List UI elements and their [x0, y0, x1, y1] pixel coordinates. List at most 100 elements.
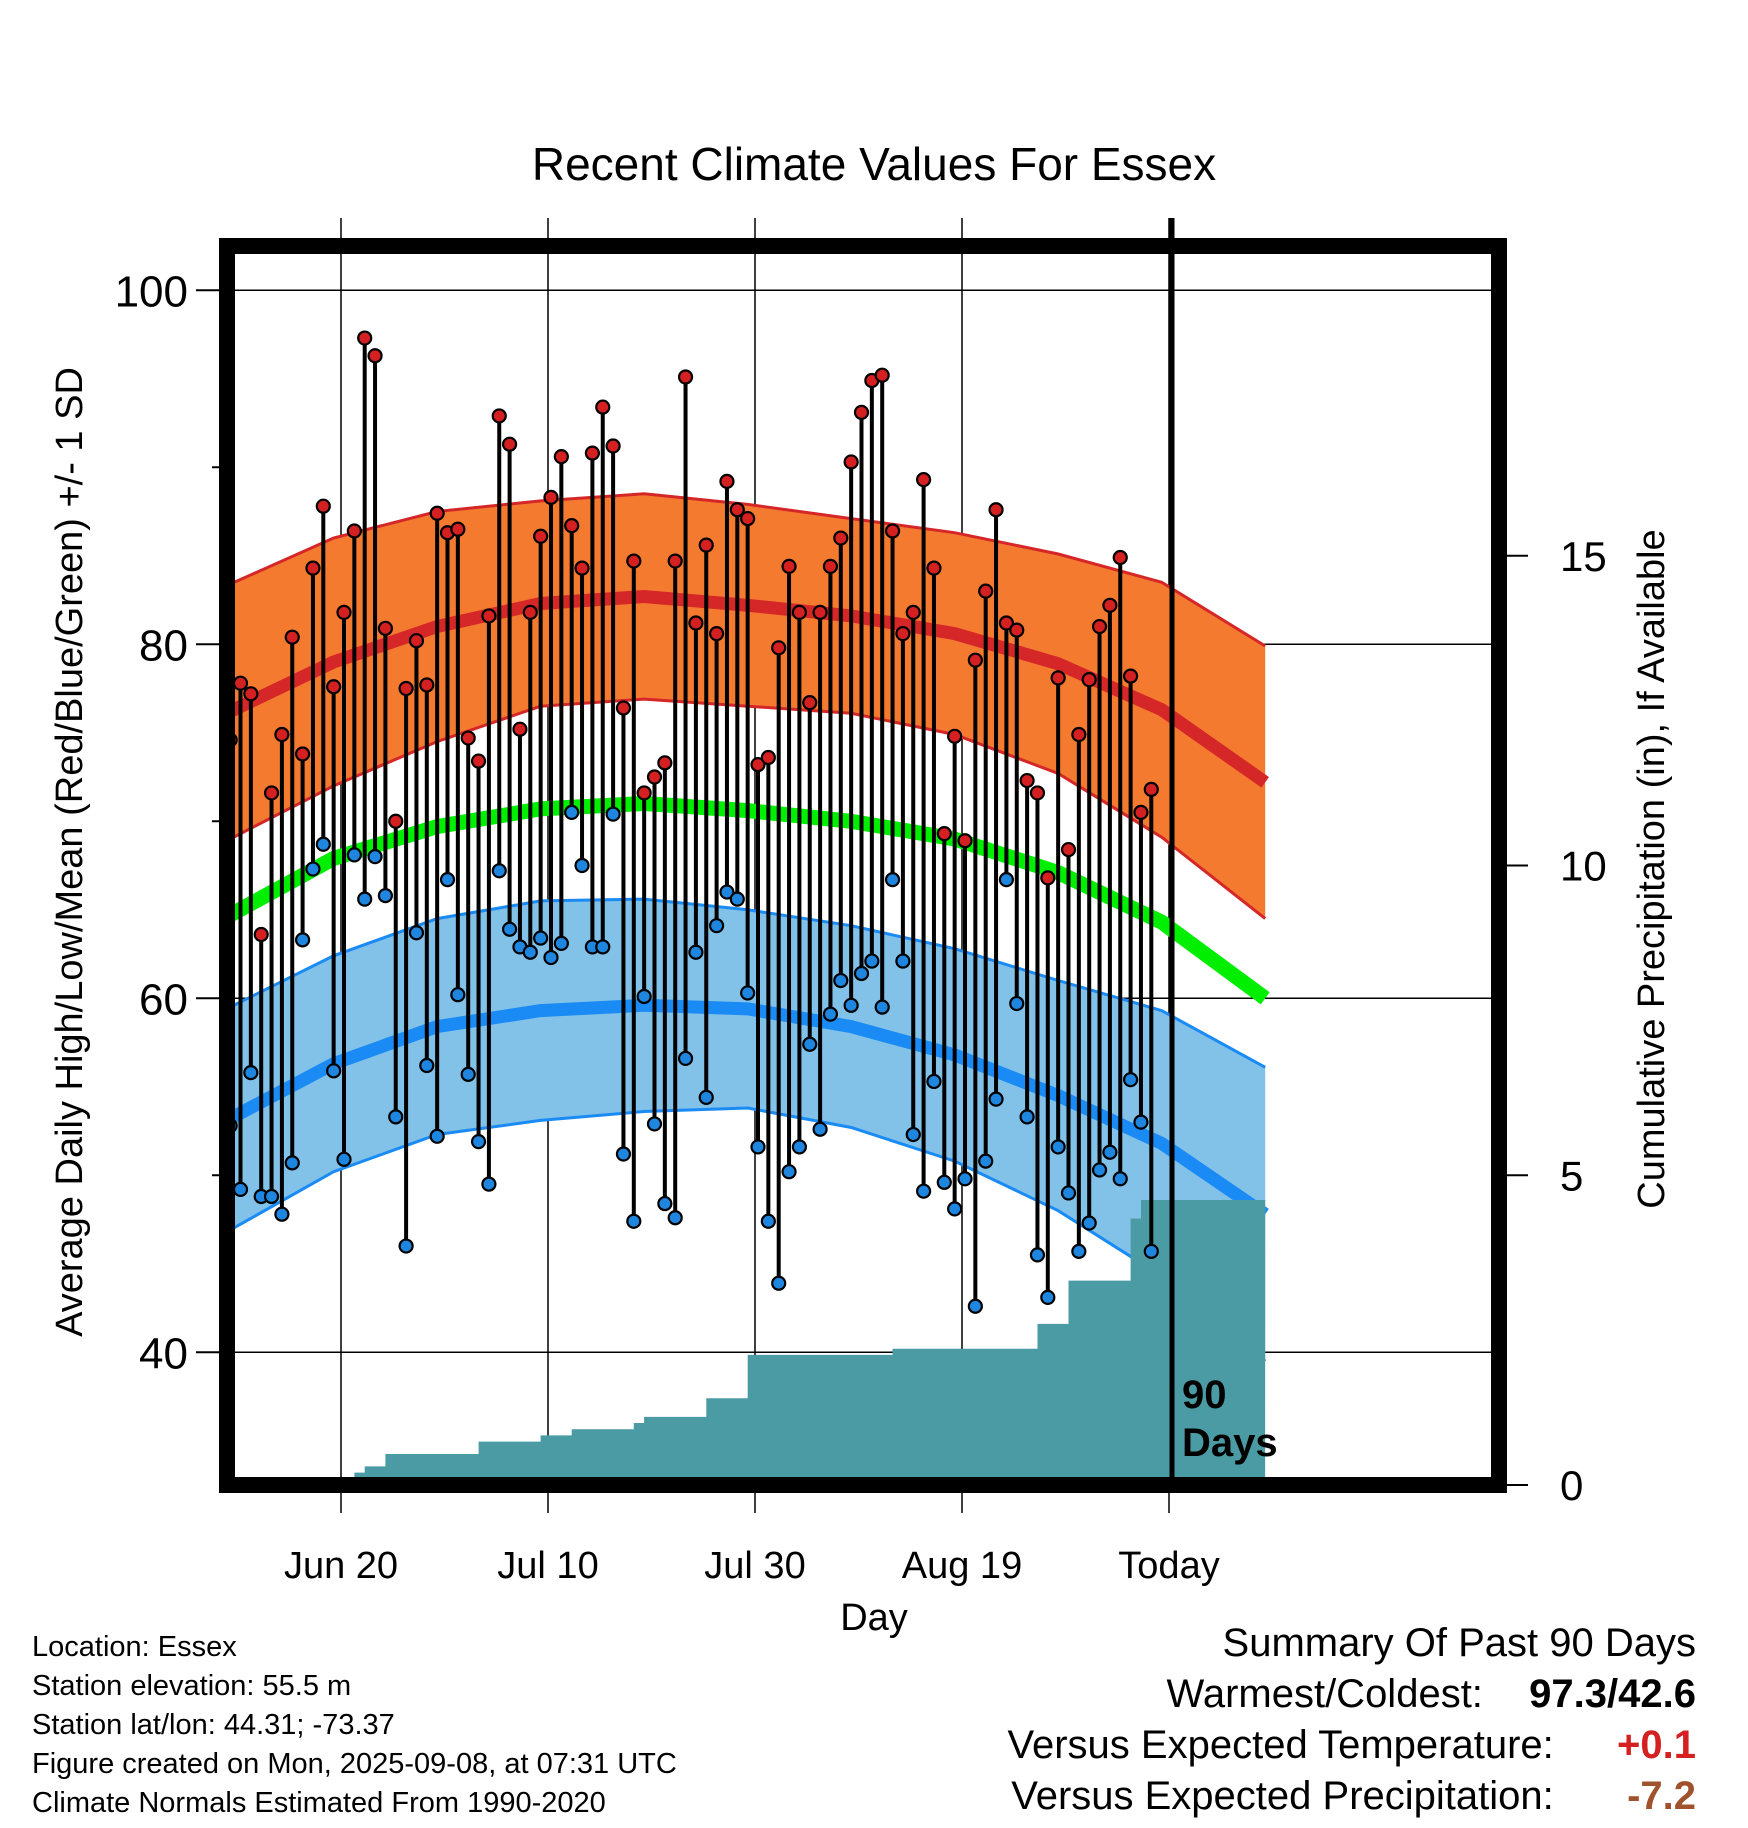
low-point	[460, 1066, 476, 1082]
low-point	[781, 1164, 797, 1180]
low-point	[315, 836, 331, 852]
low-point	[470, 1134, 487, 1150]
low-point	[553, 935, 569, 951]
summary-panel: Summary Of Past 90 Days Warmest/Coldest:…	[1008, 1618, 1696, 1822]
low-point	[295, 932, 311, 948]
high-point	[636, 785, 652, 801]
high-point	[936, 826, 952, 842]
low-point	[967, 1298, 983, 1314]
high-point	[533, 528, 549, 544]
low-point	[243, 1064, 259, 1081]
y-tick-label: 60	[139, 975, 188, 1024]
high-point	[502, 436, 518, 452]
high-point	[1102, 597, 1118, 613]
high-point	[1112, 549, 1128, 566]
high-point	[822, 558, 839, 574]
x-tick-label: Jul 30	[704, 1545, 805, 1587]
low-point	[1029, 1247, 1046, 1263]
low-point	[812, 1121, 828, 1137]
high-point	[760, 749, 776, 766]
high-point	[377, 620, 393, 636]
y-tick-label: 100	[115, 267, 188, 316]
high-point	[460, 730, 476, 746]
low-point	[429, 1128, 445, 1144]
low-point	[1019, 1109, 1035, 1125]
high-point	[574, 560, 590, 576]
low-point	[1112, 1171, 1128, 1187]
high-point	[274, 726, 290, 743]
low-point	[336, 1151, 352, 1167]
high-point	[315, 498, 331, 514]
latlon-text: Station lat/lon: 44.31; -73.37	[32, 1709, 395, 1741]
temp-label: Versus Expected Temperature:	[1007, 1723, 1554, 1767]
high-point	[595, 399, 611, 415]
low-point	[522, 944, 538, 960]
low-point	[367, 849, 383, 865]
low-point	[771, 1275, 787, 1291]
x-axis-label: Day	[840, 1597, 908, 1639]
low-point	[305, 861, 321, 877]
high-point	[967, 652, 983, 668]
high-point	[1091, 618, 1108, 635]
high-point	[884, 523, 901, 539]
low-point	[874, 999, 890, 1015]
station-metadata: Location: Essex Station elevation: 55.5 …	[32, 1628, 677, 1823]
high-point	[791, 604, 808, 620]
low-point	[698, 1089, 714, 1105]
high-point	[729, 502, 745, 518]
low-point	[626, 1213, 642, 1229]
high-point	[1060, 841, 1077, 858]
x-tick-label: Aug 19	[902, 1545, 1022, 1587]
high-point	[326, 679, 342, 695]
high-point	[1040, 870, 1056, 886]
low-point	[605, 806, 621, 822]
normals-text: Climate Normals Estimated From 1990-2020	[32, 1787, 606, 1819]
low-point	[708, 918, 725, 934]
y2-tick-label: 10	[1560, 843, 1607, 890]
low-point	[719, 884, 735, 900]
low-point	[1071, 1243, 1087, 1259]
high-point	[232, 675, 249, 691]
high-point	[802, 695, 818, 711]
low-point	[740, 985, 756, 1001]
high-point	[1019, 772, 1035, 789]
low-point	[853, 965, 870, 982]
high-point	[284, 629, 300, 645]
x-tick-label: Jun 20	[284, 1545, 398, 1587]
low-point	[1143, 1243, 1159, 1259]
summary-warm-cold-row: Warmest/Coldest: 97.3/42.6	[1008, 1669, 1696, 1720]
high-point	[243, 686, 259, 702]
low-point	[439, 872, 456, 888]
high-point	[708, 626, 725, 642]
high-point	[408, 633, 425, 649]
y2-tick-label: 5	[1560, 1152, 1583, 1199]
chart-title: Recent Climate Values For Essex	[532, 138, 1216, 190]
x-tick-label: Today	[1118, 1545, 1219, 1587]
today-range-label: Days	[1182, 1421, 1278, 1465]
summary-precip-row: Versus Expected Precipitation: -7.2	[1008, 1771, 1696, 1822]
low-point	[346, 847, 362, 863]
high-point	[698, 537, 714, 553]
high-point	[346, 523, 362, 539]
y-axis-label: Average Daily High/Low/Mean (Red/Blue/Gr…	[49, 367, 91, 1337]
high-point	[605, 438, 621, 454]
low-point	[232, 1181, 249, 1198]
low-point	[791, 1139, 808, 1155]
low-point	[864, 953, 880, 969]
low-point	[998, 872, 1015, 888]
low-point	[884, 872, 901, 888]
high-normal-band	[230, 493, 1266, 919]
high-point	[812, 604, 828, 620]
warm-cold-value: 97.3/42.6	[1529, 1672, 1696, 1716]
high-point	[491, 408, 507, 424]
low-point	[957, 1171, 973, 1187]
low-point	[905, 1126, 921, 1143]
low-point	[988, 1091, 1004, 1107]
high-point	[263, 785, 280, 801]
high-point	[853, 404, 870, 420]
high-point	[1071, 726, 1087, 743]
low-point	[978, 1153, 994, 1169]
high-point	[564, 518, 580, 534]
